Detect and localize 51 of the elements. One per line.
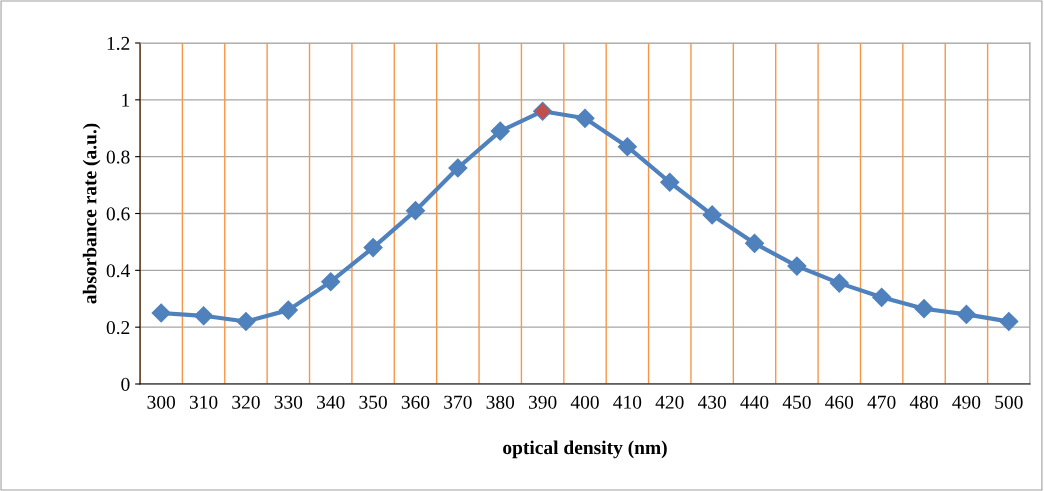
x-tick-label: 480 xyxy=(909,395,938,409)
x-tick-label: 350 xyxy=(359,395,387,409)
x-tick-label: 450 xyxy=(782,395,811,409)
y-axis-title: absorbance rate (a.u.) xyxy=(82,123,101,304)
point xyxy=(914,299,934,319)
point xyxy=(490,121,510,141)
x-tick-label: 380 xyxy=(486,395,515,409)
x-tick-label: 300 xyxy=(147,395,176,409)
y-tick-label: 1 xyxy=(122,93,130,107)
y-tick-label: 0.2 xyxy=(106,320,130,335)
x-tick-label: 310 xyxy=(189,395,218,409)
point xyxy=(236,311,256,332)
point xyxy=(660,172,680,192)
y-tick-label: 0 xyxy=(121,377,130,391)
point xyxy=(405,201,426,221)
point xyxy=(702,205,722,225)
point xyxy=(575,108,595,128)
x-tick-label: 440 xyxy=(740,395,769,409)
point xyxy=(278,300,298,320)
x-tick-label: 340 xyxy=(317,395,345,409)
x-tick-label: 420 xyxy=(655,395,684,409)
point xyxy=(617,137,637,157)
x-tick-label: 500 xyxy=(995,395,1023,409)
x-tick-label: 390 xyxy=(528,395,557,409)
x-tick-label: 320 xyxy=(232,395,260,409)
point xyxy=(872,287,892,307)
point xyxy=(533,101,553,121)
x-tick-label: 490 xyxy=(952,395,981,409)
point xyxy=(363,238,383,258)
y-tick-label: 1.2 xyxy=(107,36,130,51)
y-tick-label: 0.6 xyxy=(106,207,130,221)
point xyxy=(829,273,849,293)
x-axis-title: optical density (nm) xyxy=(503,440,667,459)
point xyxy=(194,306,214,326)
x-tick-label: 400 xyxy=(570,395,599,409)
x-tick-label: 370 xyxy=(444,395,472,409)
point xyxy=(999,311,1019,332)
x-tick-label: 460 xyxy=(825,395,854,409)
point xyxy=(151,303,171,323)
x-tick-label: 360 xyxy=(401,395,430,409)
x-tick-label: 330 xyxy=(274,395,303,409)
point xyxy=(787,256,807,276)
x-tick-label: 470 xyxy=(867,395,896,409)
point xyxy=(744,233,765,253)
x-tick-label: 430 xyxy=(697,395,726,409)
y-tick-label: 0.4 xyxy=(106,264,130,278)
point xyxy=(321,272,341,292)
x-tick-label: 410 xyxy=(613,395,642,409)
point xyxy=(448,158,468,178)
y-tick-label: 0.8 xyxy=(106,150,130,164)
point xyxy=(956,304,976,324)
